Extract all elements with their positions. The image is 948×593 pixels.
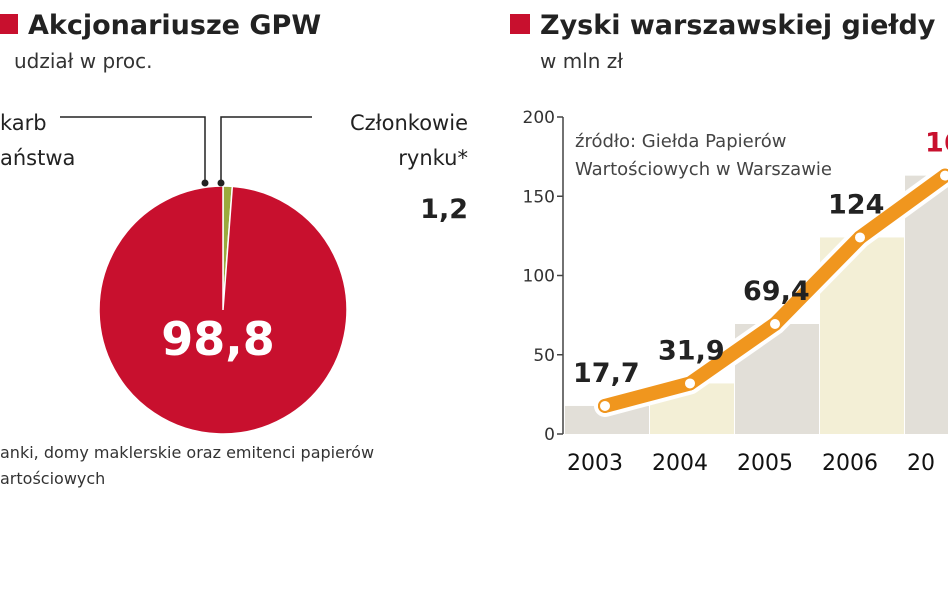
title-marker — [510, 14, 530, 34]
value-label: 17,7 — [573, 358, 640, 389]
x-tick-label: 2004 — [652, 451, 708, 476]
value-label: 98,8 — [161, 312, 275, 366]
point — [683, 376, 697, 391]
y-tick-label: 50 — [533, 346, 555, 366]
value-label: 124 — [828, 189, 884, 220]
leader-line — [60, 116, 206, 183]
point — [853, 230, 867, 245]
x-tick-label: 2003 — [567, 451, 623, 476]
source-note: Wartościowych w Warszawie — [575, 159, 832, 180]
leader-line — [220, 116, 312, 183]
point — [768, 317, 782, 332]
x-tick-label: 2006 — [822, 451, 878, 476]
value-label: 69,4 — [743, 276, 810, 307]
title-marker — [0, 14, 18, 34]
pie-subtitle: udział w proc. — [14, 49, 153, 73]
y-tick-label: 200 — [523, 108, 555, 128]
point — [598, 398, 612, 413]
y-tick-label: 0 — [544, 425, 555, 445]
pie-slice — [98, 185, 348, 435]
pie-label: Członkowie — [350, 111, 468, 135]
footnote: artościowych — [0, 469, 105, 488]
pie-label: rynku* — [398, 146, 468, 170]
source-note: źródło: Giełda Papierów — [575, 131, 786, 152]
leader-dot — [201, 179, 209, 187]
leader-dot — [217, 179, 225, 187]
x-tick-label: 20 — [907, 451, 935, 476]
pie-label: karb — [0, 111, 47, 135]
y-tick-label: 150 — [523, 187, 555, 207]
value-label: 1,2 — [420, 194, 468, 225]
x-tick-label: 2005 — [737, 451, 793, 476]
value-label: 31,9 — [658, 335, 725, 366]
line-subtitle: w mln zł — [540, 49, 623, 73]
value-label: 16 — [925, 128, 948, 159]
point — [938, 168, 948, 183]
footnote: anki, domy maklerskie oraz emitenci papi… — [0, 443, 374, 462]
bar — [905, 175, 948, 434]
pie-label: aństwa — [0, 146, 75, 170]
y-tick-label: 100 — [523, 267, 555, 287]
pie-title: Akcjonariusze GPW — [28, 10, 321, 41]
line-title: Zyski warszawskiej giełdy — [540, 10, 936, 41]
